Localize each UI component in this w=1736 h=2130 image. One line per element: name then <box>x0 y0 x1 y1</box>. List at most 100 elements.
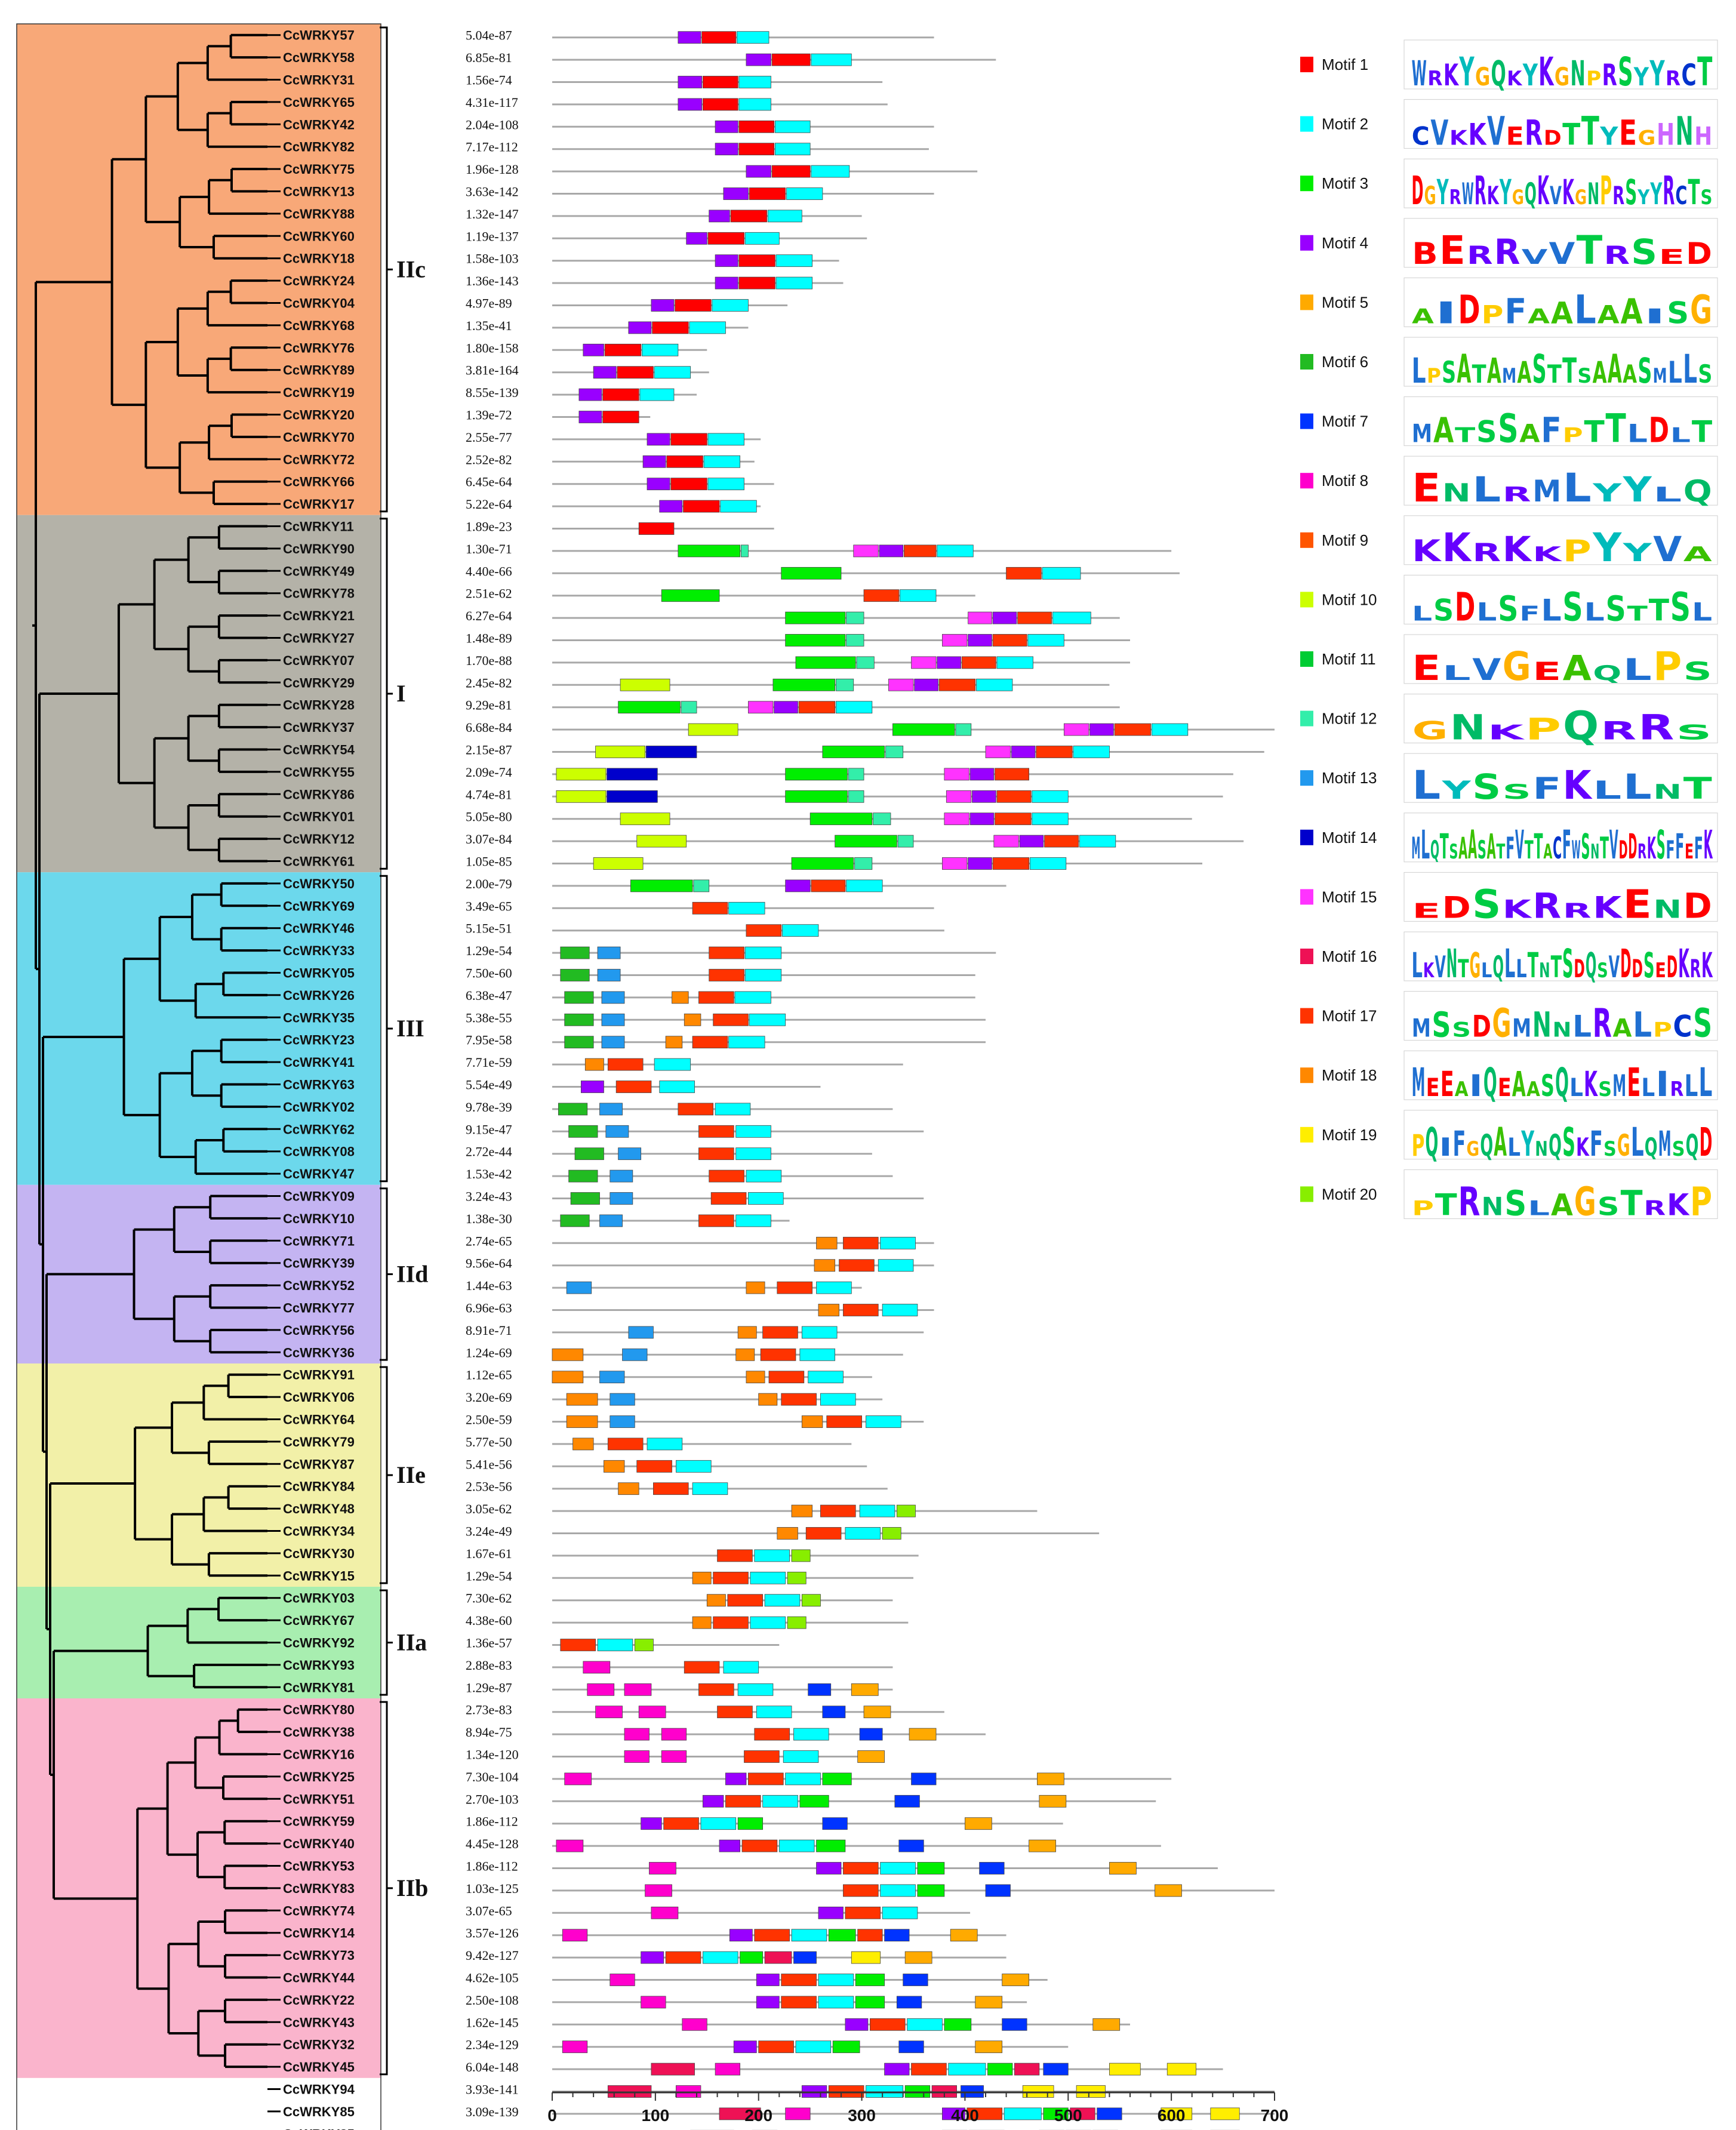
protein-name: CcWRKY87 <box>283 1457 355 1472</box>
pvalue: 1.86e-112 <box>466 1859 518 1874</box>
motif-18-box <box>665 1036 683 1049</box>
pvalue: 3.05e-62 <box>466 1501 512 1516</box>
motif-7-box <box>859 1728 883 1741</box>
logo-letter: E <box>1658 245 1685 269</box>
protein-name: CcWRKY69 <box>283 898 355 913</box>
pvalue: 5.04e-87 <box>466 28 512 43</box>
logo-letter: E <box>1623 881 1652 927</box>
group-band-IIc <box>17 24 381 515</box>
protein-name: CcWRKY59 <box>283 1814 355 1829</box>
motif-10-box <box>595 746 645 758</box>
motif-17-box <box>709 1169 744 1183</box>
motif-17-box <box>1036 746 1073 758</box>
motif-1-box <box>730 210 767 223</box>
legend-label-3: Motif 3 <box>1322 174 1368 192</box>
logo-letter: Y <box>1592 478 1622 507</box>
motif-5-box <box>965 1817 992 1830</box>
logo-letter: Y <box>1650 177 1663 211</box>
motif-2-box <box>738 76 771 88</box>
legend-swatch-17 <box>1300 1008 1313 1024</box>
motif-4-box <box>678 31 701 44</box>
motif-18-box <box>566 1393 598 1406</box>
logo-letter: S <box>1442 355 1456 390</box>
motif-17-box <box>805 1527 842 1540</box>
logo-letter: N <box>1676 109 1694 155</box>
motif-17-box <box>839 1259 875 1272</box>
motif-4-box <box>715 276 738 290</box>
motif-2-box <box>659 1081 695 1093</box>
motif-2-box <box>900 589 937 602</box>
motif-2-box <box>976 678 1013 691</box>
protein-name: CcWRKY52 <box>283 1278 355 1293</box>
motif-15-box <box>993 835 1019 848</box>
logo-letter: G <box>1617 1128 1630 1163</box>
motif-13-box <box>601 1013 625 1026</box>
protein-name: CcWRKY27 <box>283 631 355 646</box>
protein-name: CcWRKY85 <box>283 2126 355 2130</box>
logo-letter: G <box>1512 186 1524 210</box>
logo-letter: T <box>1688 172 1700 213</box>
motif-2-box <box>846 879 883 892</box>
motif-19-box <box>1166 2063 1197 2076</box>
axis-tick-label: 700 <box>1261 2106 1289 2125</box>
motif-17-box <box>992 857 1029 870</box>
protein-name: CcWRKY39 <box>283 1256 355 1271</box>
motif-13-box <box>610 1415 635 1428</box>
logo-letter: Q <box>1555 1060 1569 1106</box>
motif-3-box <box>816 1839 846 1852</box>
pvalue: 6.45e-64 <box>466 475 512 490</box>
pvalue: 7.30e-62 <box>466 1591 512 1606</box>
protein-name: CcWRKY82 <box>283 140 355 155</box>
axis-tick-label: 600 <box>1158 2106 1186 2125</box>
motif-2-box <box>774 143 811 156</box>
motif-14-box <box>607 790 658 803</box>
logo-letter: A <box>1551 1187 1573 1222</box>
motif-8-box <box>715 2063 740 2076</box>
motif-17-box <box>826 1415 862 1428</box>
logo-letter: S <box>1476 415 1497 450</box>
motif-17-box <box>698 1214 734 1227</box>
logo-letter: T <box>1577 227 1603 273</box>
motif-8-box <box>641 1996 666 2009</box>
motif-15-box <box>911 656 937 669</box>
motif-17-box <box>768 1371 805 1384</box>
motif-2-box <box>702 1951 738 1964</box>
protein-name: CcWRKY78 <box>283 586 355 601</box>
motif-2-box <box>735 1125 771 1138</box>
logo-letter: L <box>1507 1132 1520 1162</box>
protein-name: CcWRKY77 <box>283 1301 355 1316</box>
logo-letter: T <box>1440 826 1449 867</box>
protein-name: CcWRKY21 <box>283 608 355 623</box>
protein-name: CcWRKY73 <box>283 1948 355 1963</box>
motif-13-box <box>599 1371 625 1384</box>
logo-letter: N <box>1587 177 1599 211</box>
logo-letter: R <box>1663 168 1675 214</box>
logo-letter: C <box>1682 58 1697 93</box>
legend-label-20: Motif 20 <box>1322 1185 1377 1203</box>
pvalue: 1.53e-42 <box>466 1166 512 1181</box>
motif-4-box <box>715 120 738 133</box>
logo-letter: L <box>1633 1005 1652 1045</box>
pvalue: 2.74e-65 <box>466 1233 512 1248</box>
logo-frame <box>1403 812 1718 863</box>
motif-12-box <box>897 835 914 848</box>
logo-letter: L <box>1641 1073 1655 1102</box>
protein-name: CcWRKY51 <box>283 1792 355 1806</box>
logo-letter: R <box>1449 186 1461 210</box>
motif-8-box <box>651 1906 679 1919</box>
protein-name: CcWRKY19 <box>283 385 355 400</box>
logo-letter: V <box>1430 113 1448 153</box>
protein-name: CcWRKY05 <box>283 966 355 981</box>
protein-name: CcWRKY92 <box>283 1636 355 1651</box>
protein-name: CcWRKY50 <box>283 876 355 891</box>
motif-18-box <box>706 1594 726 1607</box>
logo-letter: Q <box>1683 474 1712 509</box>
logo-letter: A <box>1487 350 1501 391</box>
logo-letter: R <box>1612 181 1624 210</box>
pvalue: 5.54e-49 <box>466 1078 512 1092</box>
logo-letter: S <box>1452 1018 1471 1042</box>
motif-12-box <box>873 812 891 826</box>
logo-letter: P <box>1427 364 1441 388</box>
